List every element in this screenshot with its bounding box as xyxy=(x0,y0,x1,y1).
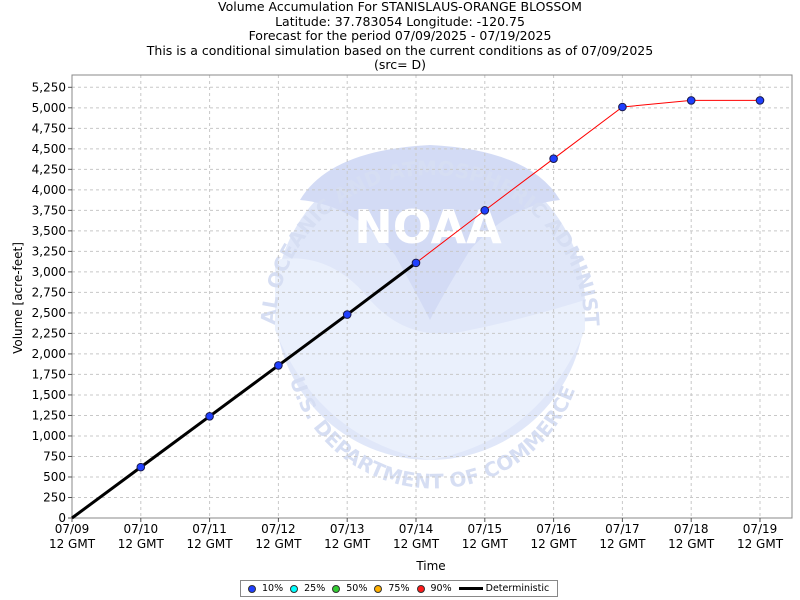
x-tick-label-time: 12 GMT xyxy=(324,537,371,551)
chart-title-block: Volume Accumulation For STANISLAUS-ORANG… xyxy=(0,0,800,73)
x-tick-label-date: 07/15 xyxy=(468,522,503,536)
series-point-10 xyxy=(136,462,146,472)
chart-grid xyxy=(72,75,792,518)
x-tick-label-date: 07/12 xyxy=(261,522,296,536)
legend-swatch-25 xyxy=(290,584,299,593)
legend-item-25: 25% xyxy=(290,583,325,594)
legend-label-90: 90% xyxy=(430,583,452,594)
chart-legend: 10% 25% 50% 75% 90% Deterministic xyxy=(240,580,558,597)
series-point-10 xyxy=(755,96,765,105)
chart-subtitle-location: Latitude: 37.783054 Longitude: -120.75 xyxy=(275,13,525,29)
x-tick-label-date: 07/09 xyxy=(55,522,90,536)
x-tick-label-time: 12 GMT xyxy=(599,537,646,551)
x-tick-label-time: 12 GMT xyxy=(531,537,578,551)
x-tick-label-date: 07/17 xyxy=(605,522,640,536)
legend-item-10: 10% xyxy=(248,583,283,594)
legend-item-50: 50% xyxy=(332,583,367,594)
series-point-10 xyxy=(205,411,214,421)
chart-series-points xyxy=(136,96,765,472)
chart-subtitle-conditions: This is a conditional simulation based o… xyxy=(146,42,654,58)
legend-swatch-75 xyxy=(374,584,383,593)
series-line-deterministic xyxy=(71,261,417,520)
legend-swatch-50 xyxy=(332,584,341,593)
x-tick-label-date: 07/18 xyxy=(674,522,709,536)
legend-item-deterministic: Deterministic xyxy=(458,583,550,594)
chart-subtitle-source: (src= D) xyxy=(373,57,427,72)
x-tick-label-time: 12 GMT xyxy=(737,537,784,551)
x-tick-label-time: 12 GMT xyxy=(255,537,302,551)
plot-area-border xyxy=(71,74,793,519)
y-tick-label: 0 xyxy=(58,511,66,525)
legend-label-25: 25% xyxy=(304,583,326,594)
y-tick-label: 5,000 xyxy=(32,101,66,115)
x-tick-label-time: 12 GMT xyxy=(668,537,715,551)
x-tick-label-time: 12 GMT xyxy=(49,537,96,551)
y-tick-label: 3,500 xyxy=(32,224,66,238)
y-tick-label: 4,500 xyxy=(32,142,66,156)
y-tick-label: 4,250 xyxy=(32,162,66,176)
x-tick-label-time: 12 GMT xyxy=(462,537,509,551)
series-point-10 xyxy=(686,96,696,105)
chart-title: Volume Accumulation For STANISLAUS-ORANG… xyxy=(218,0,582,14)
y-tick-label: 2,500 xyxy=(32,306,66,320)
y-tick-label: 2,250 xyxy=(32,326,66,340)
x-tick-label-date: 07/16 xyxy=(536,522,571,536)
series-point-10 xyxy=(342,310,352,319)
y-tick-label: 3,750 xyxy=(32,203,66,217)
x-tick-label-date: 07/13 xyxy=(330,522,365,536)
y-axis-title: Volume [acre-feet] xyxy=(11,242,25,354)
chart-subtitle-period: Forecast for the period 07/09/2025 - 07/… xyxy=(248,28,552,43)
y-tick-label: 1,250 xyxy=(32,408,66,422)
y-tick-label: 1,500 xyxy=(32,388,66,402)
x-tick-label-date: 07/14 xyxy=(399,522,434,536)
y-tick-label: 250 xyxy=(43,490,66,504)
legend-item-90: 90% xyxy=(416,583,452,594)
x-tick-label-date: 07/10 xyxy=(124,522,159,536)
y-axis-ticks: 0 250 500 750 1,000 1,250 1,500 1,750 2,000 2,250… xyxy=(32,80,72,525)
x-tick-label-date: 07/11 xyxy=(192,522,227,536)
series-point-10 xyxy=(618,102,627,112)
series-point-10 xyxy=(549,154,558,163)
legend-swatch-deterministic xyxy=(458,587,483,590)
y-tick-label: 3,000 xyxy=(32,265,66,279)
y-tick-label: 3,250 xyxy=(32,244,66,258)
series-point-10 xyxy=(411,258,421,268)
x-tick-label-time: 12 GMT xyxy=(187,537,234,551)
x-tick-label-time: 12 GMT xyxy=(393,537,440,551)
noaa-watermark-icon: NOAA NATIONAL OCEANIC AND ATMOSPHERIC AD… xyxy=(0,0,604,494)
x-tick-label-date: 07/19 xyxy=(743,522,778,536)
x-axis-title: Time xyxy=(415,559,445,573)
y-tick-label: 1,750 xyxy=(32,367,66,381)
series-point-10 xyxy=(274,361,283,370)
chart-svg: NOAA NATIONAL OCEANIC AND ATMOSPHERIC AD… xyxy=(0,0,793,573)
legend-swatch-90 xyxy=(416,584,425,593)
legend-label-75: 75% xyxy=(388,583,410,594)
y-tick-label: 750 xyxy=(43,449,66,463)
y-tick-label: 2,750 xyxy=(32,285,66,299)
noaa-watermark-logo: NOAA xyxy=(354,200,502,254)
legend-label-50: 50% xyxy=(346,583,368,594)
legend-item-75: 75% xyxy=(374,583,410,594)
y-tick-label: 5,250 xyxy=(32,80,66,94)
y-tick-label: 500 xyxy=(43,470,66,484)
x-tick-label-time: 12 GMT xyxy=(118,537,165,551)
y-tick-label: 2,000 xyxy=(32,347,66,361)
legend-label-deterministic: Deterministic xyxy=(485,583,550,594)
y-tick-label: 4,000 xyxy=(32,183,66,197)
chart-axes xyxy=(71,74,793,519)
y-tick-label: 4,750 xyxy=(32,121,66,135)
legend-label-10: 10% xyxy=(262,583,284,594)
legend-swatch-10 xyxy=(248,584,256,593)
series-point-10 xyxy=(480,206,490,215)
y-tick-label: 1,000 xyxy=(32,429,66,443)
